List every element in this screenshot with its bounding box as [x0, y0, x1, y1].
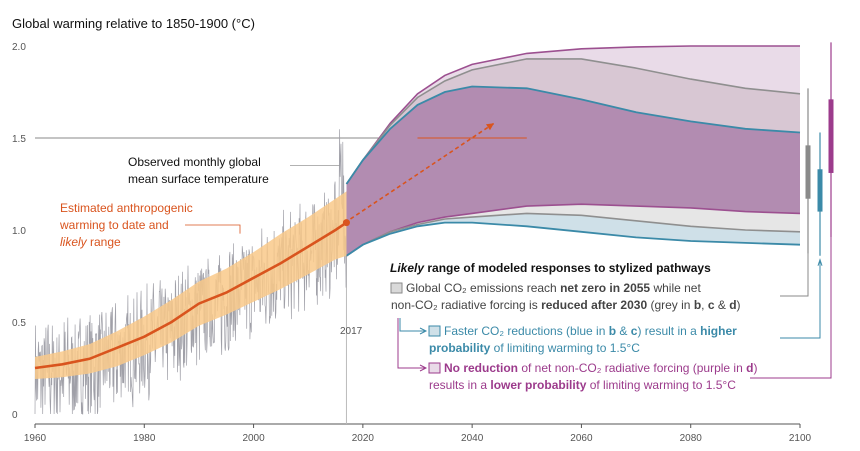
- legend-branch-purple: [397, 318, 425, 369]
- anthro-central-line: [34, 221, 348, 370]
- connector-purple: [750, 237, 832, 379]
- legend-swatch-blue: [428, 325, 441, 337]
- marker-year-label: 2017: [340, 326, 363, 337]
- x-tick-label: 2020: [352, 433, 375, 444]
- right-range-bars: [805, 42, 834, 256]
- legend: Likely range of modeled responses to sty…: [390, 261, 757, 392]
- blue-lower-line: [345, 221, 801, 257]
- legend-heading-rest: range of modeled responses to stylized p…: [424, 261, 711, 275]
- legend-purple-line1: No reduction of net non-CO₂ radiative fo…: [444, 361, 757, 375]
- y-tick-label: 1.5: [12, 134, 26, 145]
- x-tick-label: 1960: [24, 433, 47, 444]
- legend-branch-blue: [399, 318, 425, 332]
- projection-arrow-head: [486, 123, 494, 131]
- observed-label-line1: Observed monthly global: [128, 155, 261, 169]
- chart-title: Global warming relative to 1850-1900 (°C…: [12, 16, 255, 31]
- legend-branch-purple-arrow: [419, 364, 428, 372]
- y-tick-label: 0.5: [12, 318, 26, 329]
- y-tick-label: 0: [12, 410, 18, 421]
- projection-arrow-line: [350, 122, 495, 220]
- observed-annotation: Observed monthly global mean surface tem…: [128, 155, 269, 186]
- anthro-label-line1: Estimated anthropogenic: [60, 201, 193, 215]
- x-tick-label: 2080: [680, 433, 703, 444]
- legend-swatch-grey: [390, 282, 403, 294]
- x-tick-label: 2040: [461, 433, 484, 444]
- pathway-bands: [345, 45, 801, 257]
- legend-blue-line2: probability of limiting warming to 1.5°C: [429, 341, 640, 355]
- legend-branch-blue-arrow: [419, 327, 428, 335]
- anthro-likely-band: [35, 191, 347, 379]
- anthro-label-line3: likely range: [60, 235, 121, 249]
- observed-label-line2: mean surface temperature: [128, 172, 269, 186]
- grey-upper-line: [345, 58, 801, 185]
- x-tick-label: 1980: [133, 433, 156, 444]
- connector-grey: [780, 253, 809, 297]
- legend-grey-line2: non-CO₂ radiative forcing is reduced aft…: [391, 298, 741, 312]
- y-tick-label: 2.0: [12, 42, 26, 53]
- legend-grey-line1: Global CO₂ emissions reach net zero in 2…: [406, 281, 701, 295]
- blue-low-fill: [346, 213, 800, 256]
- anthro-label-rest: range: [87, 235, 121, 249]
- x-tick-label: 2100: [789, 433, 812, 444]
- legend-heading: Likely range of modeled responses to sty…: [390, 261, 711, 275]
- x-tick-label: 2060: [570, 433, 593, 444]
- anthro-2017-point: [342, 219, 350, 227]
- connector-blue: [780, 261, 821, 339]
- grey-low-fill: [346, 204, 800, 256]
- connector-blue-arrow: [817, 258, 823, 266]
- range-bar-purple: [828, 99, 834, 173]
- grey-lower-line: [346, 212, 801, 257]
- purple-upper-line: [345, 45, 800, 185]
- blue-upper-line: [345, 85, 801, 185]
- anthropogenic-series: [34, 122, 495, 379]
- x-tick-label: 2000: [242, 433, 265, 444]
- legend-purple-line2: results in a lower probability of limiti…: [429, 378, 736, 392]
- anthro-leader: [185, 224, 241, 234]
- legend-swatch-purple: [428, 362, 441, 374]
- anthropogenic-annotation: Estimated anthropogenic warming to date …: [59, 201, 193, 249]
- range-bar-grey: [805, 145, 811, 199]
- range-bar-blue: [817, 169, 823, 212]
- legend-heading-italic: Likely: [390, 261, 425, 275]
- y-tick-label: 1.0: [12, 226, 26, 237]
- anthro-label-line2: warming to date and: [59, 218, 169, 232]
- legend-connectors: [397, 237, 832, 379]
- legend-blue-line1: Faster CO₂ reductions (blue in b & c) re…: [444, 324, 737, 338]
- anthro-label-italic: likely: [60, 235, 88, 249]
